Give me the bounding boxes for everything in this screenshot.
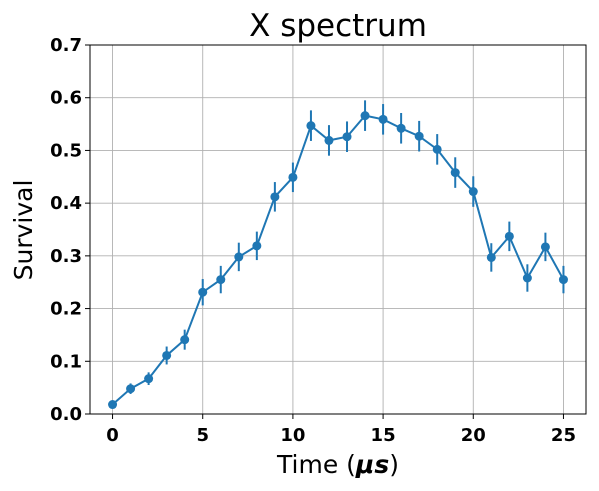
data-point xyxy=(324,136,333,145)
data-point xyxy=(451,168,460,177)
y-tick-label: 0.3 xyxy=(50,246,82,267)
data-point xyxy=(108,400,117,409)
data-point xyxy=(306,121,315,130)
data-point xyxy=(288,173,297,182)
data-point xyxy=(397,124,406,133)
y-tick-label: 0.4 xyxy=(50,193,82,214)
y-tick-label: 0.0 xyxy=(50,404,82,425)
x-tick-label: 5 xyxy=(196,425,209,446)
x-axis-label-text: Time ( xyxy=(276,450,356,479)
data-point xyxy=(433,145,442,154)
x-axis-label-close: ) xyxy=(389,450,399,479)
data-points xyxy=(108,111,568,409)
x-tick-label: 25 xyxy=(551,425,576,446)
y-tick-label: 0.2 xyxy=(50,299,82,320)
y-tick-label: 0.7 xyxy=(50,35,82,56)
x-tick-label: 15 xyxy=(371,425,396,446)
y-axis-label: Survival xyxy=(9,180,38,281)
data-point xyxy=(379,115,388,124)
data-point xyxy=(559,275,568,284)
x-axis-label-unit: μs xyxy=(355,450,389,479)
x-axis-label: Time (μs) xyxy=(276,450,399,479)
data-point xyxy=(234,252,243,261)
y-tick-label: 0.5 xyxy=(50,140,82,161)
x-tick-label: 0 xyxy=(106,425,119,446)
data-point xyxy=(144,374,153,383)
y-ticks: 0.0 0.1 0.2 0.3 0.4 0.5 0.6 0.7 xyxy=(50,35,90,425)
data-point xyxy=(270,192,279,201)
y-tick-label: 0.6 xyxy=(50,88,82,109)
data-point xyxy=(126,384,135,393)
data-point xyxy=(505,232,514,241)
data-point xyxy=(415,132,424,141)
chart-title: X spectrum xyxy=(249,8,427,44)
data-point xyxy=(198,288,207,297)
x-tick-label: 10 xyxy=(280,425,305,446)
data-point xyxy=(469,187,478,196)
data-point xyxy=(523,273,532,282)
data-point xyxy=(361,111,370,120)
data-point xyxy=(487,253,496,262)
data-point xyxy=(162,351,171,360)
data-point xyxy=(216,275,225,284)
data-point xyxy=(180,335,189,344)
data-point xyxy=(343,132,352,141)
x-tick-label: 20 xyxy=(461,425,486,446)
y-tick-label: 0.1 xyxy=(50,351,82,372)
x-ticks: 0 5 10 15 20 25 xyxy=(106,414,576,446)
data-point xyxy=(252,241,261,250)
data-point xyxy=(541,242,550,251)
